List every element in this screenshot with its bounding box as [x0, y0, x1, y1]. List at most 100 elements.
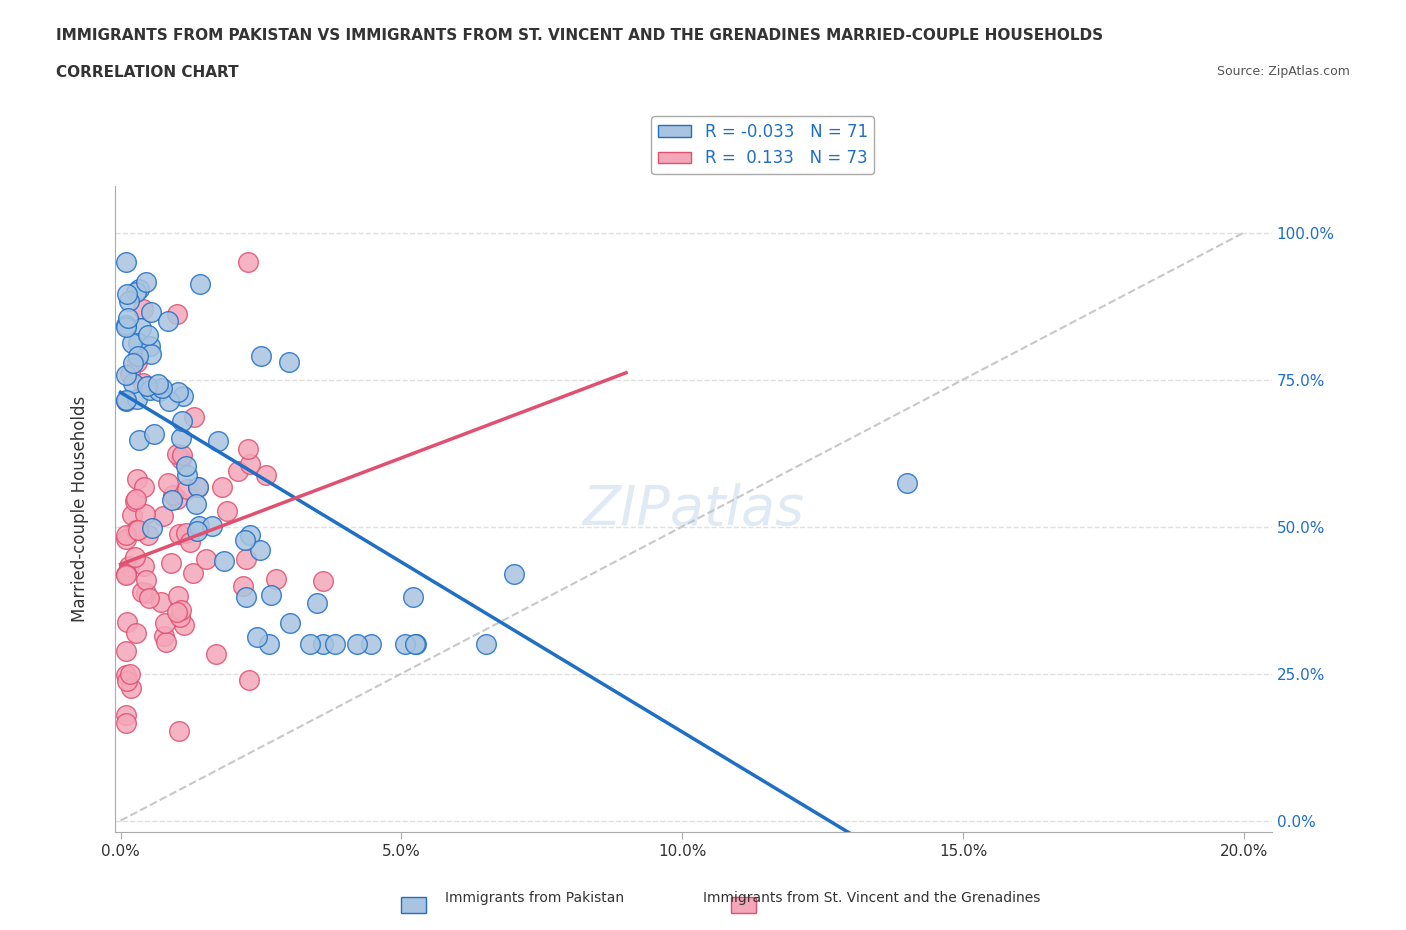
Point — [115, 255, 138, 270]
Point — [150, 381, 173, 396]
Point — [115, 317, 138, 332]
Point — [138, 339, 160, 353]
Point — [233, 532, 256, 547]
Point — [250, 349, 273, 364]
Point — [162, 488, 184, 503]
Point — [201, 519, 224, 534]
Point — [172, 389, 194, 404]
Point — [346, 637, 368, 652]
Point — [238, 255, 260, 270]
Point — [115, 393, 138, 408]
Point — [120, 367, 142, 382]
Point — [238, 672, 260, 687]
Point — [278, 354, 301, 369]
Point — [148, 383, 170, 398]
Point — [132, 301, 155, 316]
Text: CORRELATION CHART: CORRELATION CHART — [56, 65, 239, 80]
Point — [323, 637, 346, 652]
Point — [896, 475, 918, 490]
Point — [139, 305, 162, 320]
Point — [278, 616, 301, 631]
Point — [120, 681, 142, 696]
Point — [117, 311, 139, 325]
Text: ZIPatlas: ZIPatlas — [582, 483, 804, 536]
Point — [115, 392, 138, 407]
Point — [186, 524, 208, 538]
Point — [121, 336, 143, 351]
Point — [128, 432, 150, 447]
Point — [155, 616, 177, 631]
Point — [132, 559, 155, 574]
Point — [132, 480, 155, 495]
Point — [135, 275, 157, 290]
Point — [235, 590, 257, 604]
Point — [120, 666, 142, 681]
Point — [115, 644, 138, 658]
Point — [215, 503, 238, 518]
Point — [115, 668, 138, 683]
Point — [170, 431, 193, 445]
Point — [179, 535, 201, 550]
Point — [115, 716, 138, 731]
Point — [170, 447, 193, 462]
Point — [135, 573, 157, 588]
Point — [176, 481, 198, 496]
Point — [115, 528, 138, 543]
Point — [125, 626, 148, 641]
Point — [157, 313, 180, 328]
Point — [166, 491, 188, 506]
Point — [127, 523, 149, 538]
Point — [152, 629, 174, 644]
Point — [176, 468, 198, 483]
Point — [125, 285, 148, 299]
Point — [142, 426, 165, 441]
Point — [257, 637, 280, 652]
Point — [394, 637, 416, 652]
Point — [127, 392, 149, 406]
Point — [135, 586, 157, 601]
Point — [157, 393, 180, 408]
Y-axis label: Married-couple Households: Married-couple Households — [72, 396, 89, 622]
Point — [115, 707, 138, 722]
Point — [260, 588, 283, 603]
Point — [176, 525, 198, 540]
Point — [239, 457, 262, 472]
Point — [170, 451, 193, 466]
Point — [115, 566, 138, 581]
Point — [211, 480, 233, 495]
Text: IMMIGRANTS FROM PAKISTAN VS IMMIGRANTS FROM ST. VINCENT AND THE GRENADINES MARRI: IMMIGRANTS FROM PAKISTAN VS IMMIGRANTS F… — [56, 28, 1104, 43]
Point — [404, 637, 426, 652]
Point — [131, 585, 153, 600]
Point — [186, 497, 208, 512]
Point — [232, 579, 254, 594]
Point — [188, 276, 211, 291]
Text: Immigrants from St. Vincent and the Grenadines: Immigrants from St. Vincent and the Gren… — [703, 891, 1040, 905]
Point — [401, 590, 423, 604]
Point — [122, 355, 145, 370]
Point — [235, 551, 257, 566]
Point — [166, 604, 188, 619]
Point — [129, 321, 152, 336]
Point — [405, 637, 427, 652]
Point — [249, 543, 271, 558]
Point — [138, 382, 160, 397]
Point — [118, 293, 141, 308]
Point — [131, 376, 153, 391]
Point — [118, 559, 141, 574]
Legend: R = -0.033   N = 71, R =  0.133   N = 73: R = -0.033 N = 71, R = 0.133 N = 73 — [651, 116, 875, 174]
Point — [127, 472, 149, 487]
Point — [115, 532, 138, 547]
Point — [183, 409, 205, 424]
Text: Immigrants from Pakistan: Immigrants from Pakistan — [444, 891, 624, 905]
Point — [474, 637, 496, 652]
Point — [238, 441, 260, 456]
Point — [239, 527, 262, 542]
Point — [166, 307, 188, 322]
Point — [173, 618, 195, 632]
Point — [127, 349, 149, 364]
Point — [166, 446, 188, 461]
Point — [205, 647, 228, 662]
Point — [146, 377, 169, 392]
Text: Source: ZipAtlas.com: Source: ZipAtlas.com — [1216, 65, 1350, 78]
Point — [207, 433, 229, 448]
